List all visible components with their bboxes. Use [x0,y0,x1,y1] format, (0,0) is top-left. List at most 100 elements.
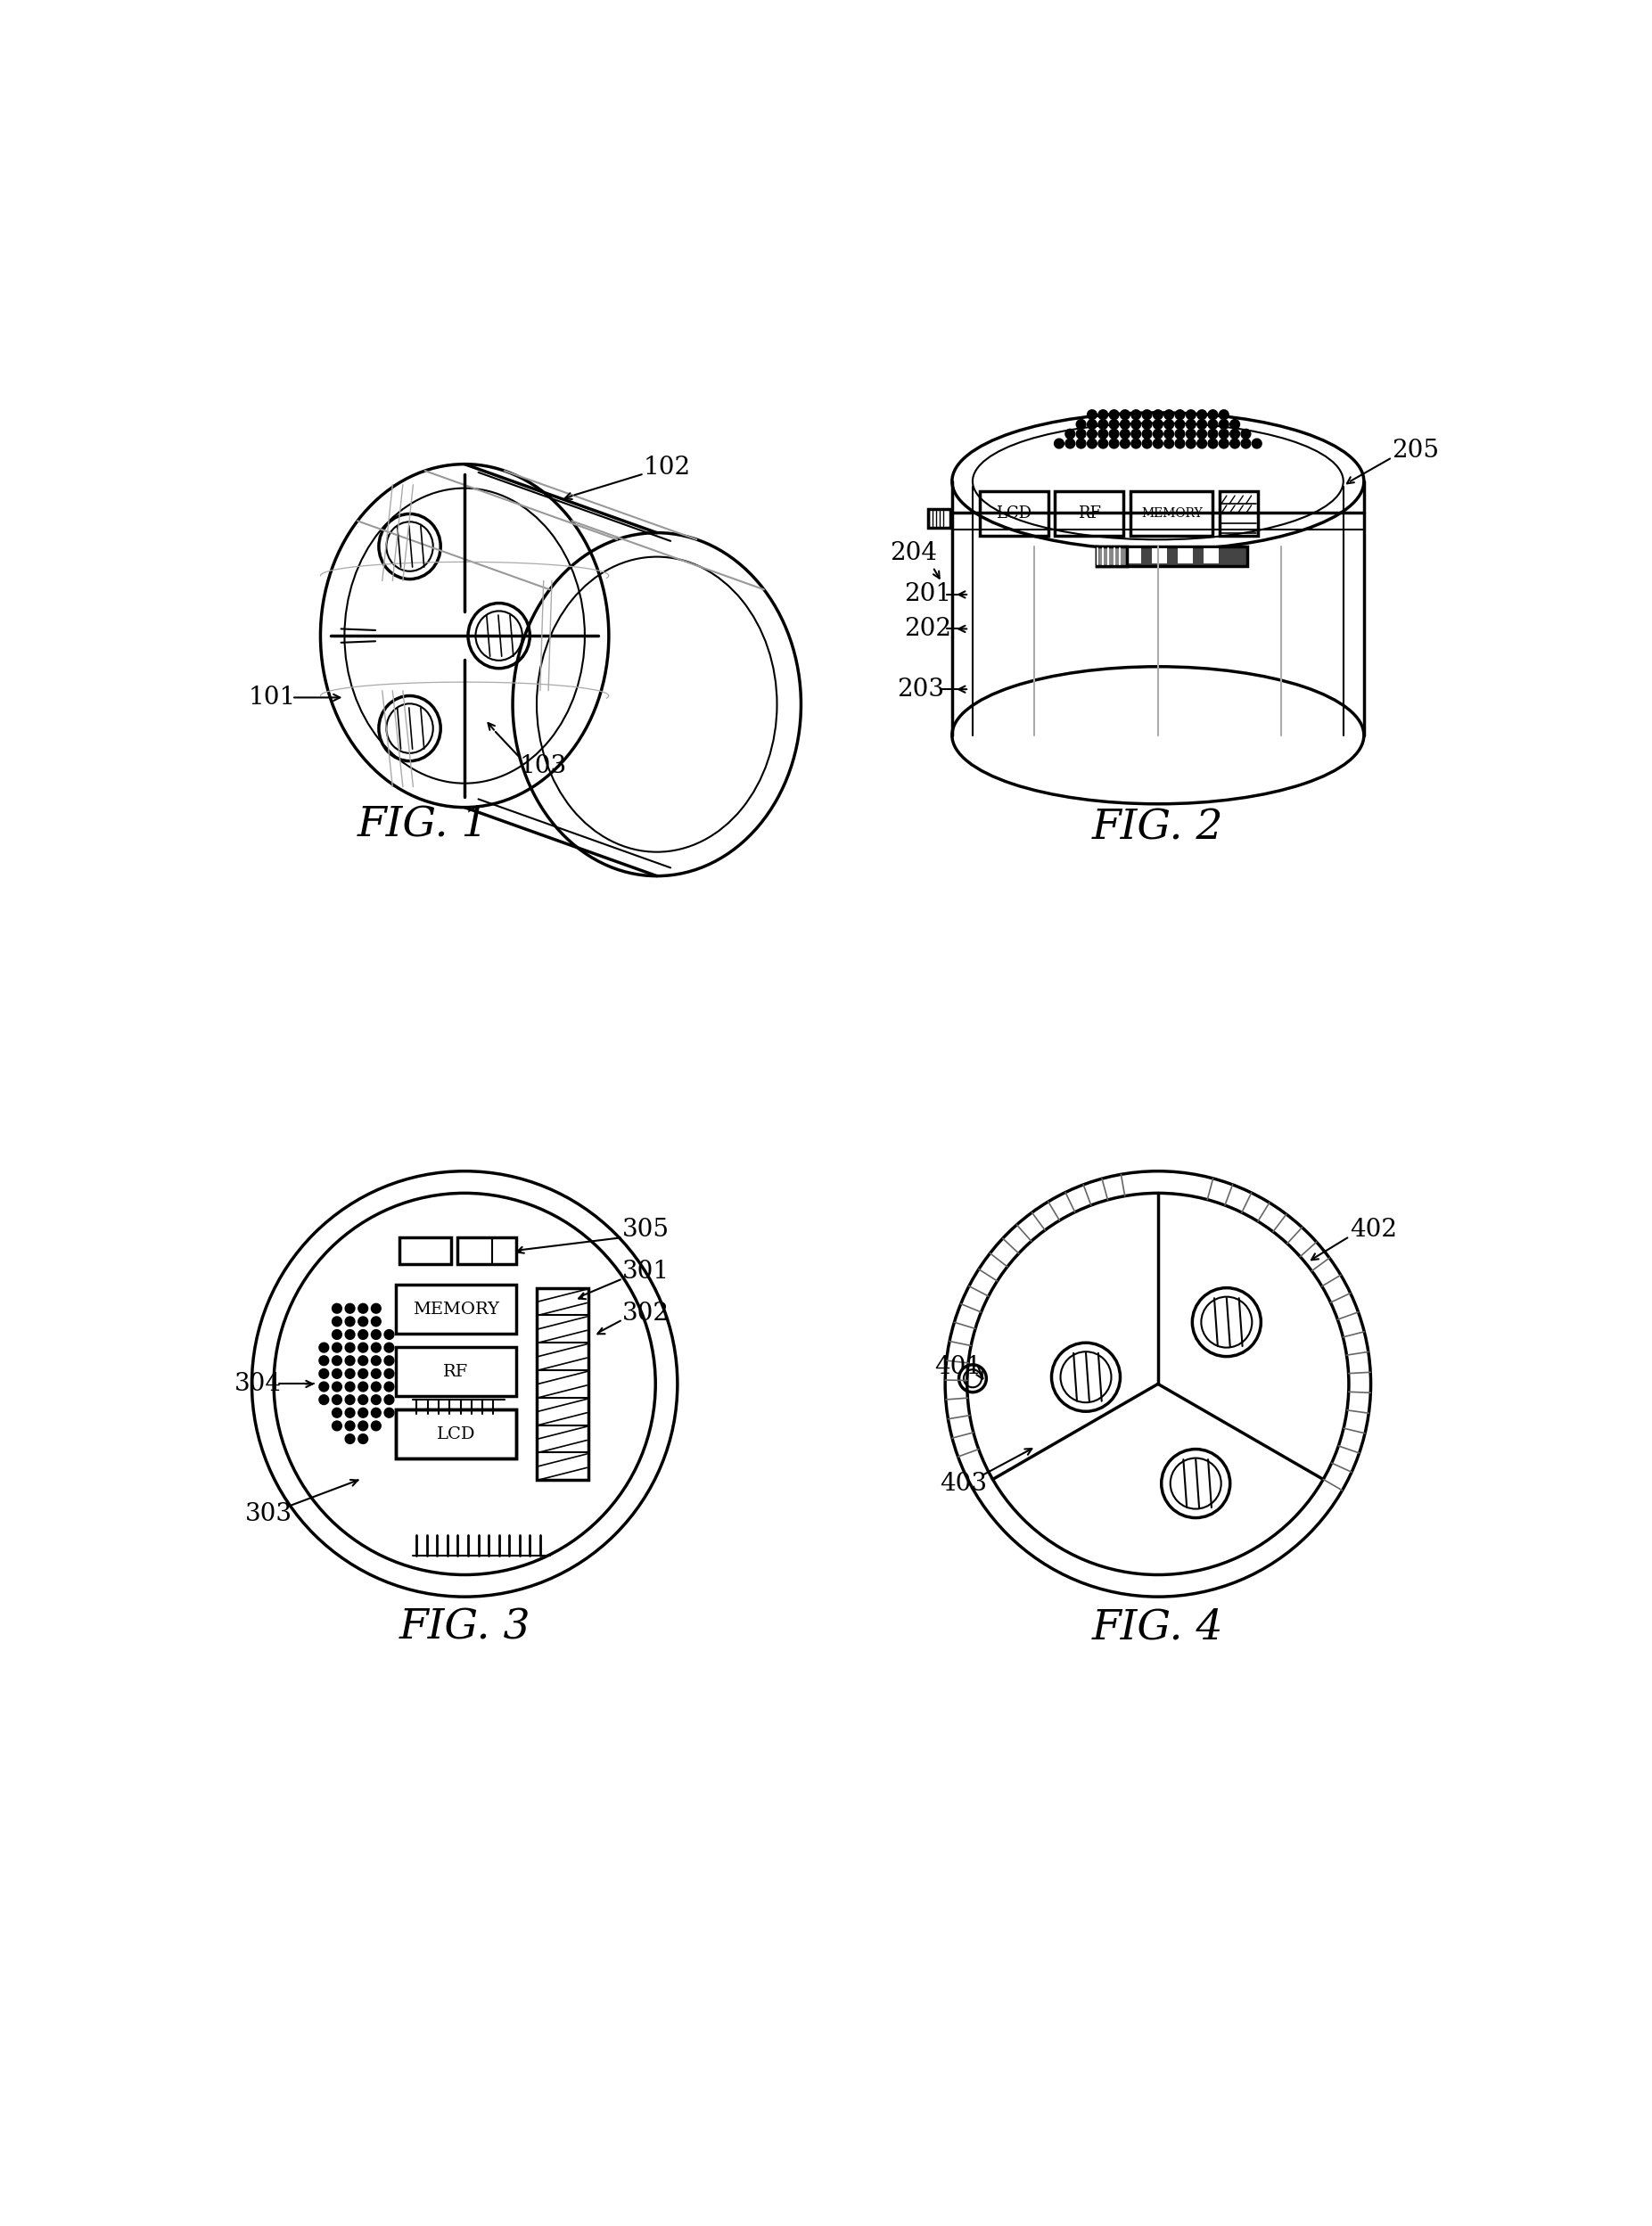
Circle shape [1120,430,1130,439]
Bar [1204,548,1219,563]
Text: FIG. 4: FIG. 4 [1092,1607,1224,1647]
Circle shape [319,1369,329,1378]
Text: 402: 402 [1350,1218,1398,1242]
Circle shape [1175,418,1184,430]
Circle shape [372,1329,382,1340]
Circle shape [1153,439,1163,447]
Circle shape [332,1382,342,1391]
Circle shape [1198,430,1206,439]
Text: 305: 305 [623,1218,669,1242]
Bar [396,1347,515,1396]
Bar [928,510,950,528]
Circle shape [332,1409,342,1418]
Circle shape [1066,430,1075,439]
Text: RF: RF [1077,505,1100,521]
Circle shape [1142,410,1151,418]
Circle shape [345,1420,355,1431]
Text: 205: 205 [1391,439,1439,463]
Text: LCD: LCD [996,505,1031,521]
Circle shape [332,1316,342,1327]
Circle shape [1120,410,1130,418]
Circle shape [372,1396,382,1405]
Text: 102: 102 [643,456,691,479]
Circle shape [1132,430,1142,439]
Circle shape [1219,410,1229,418]
Circle shape [385,1342,393,1353]
Circle shape [319,1382,329,1391]
Circle shape [1186,410,1196,418]
Circle shape [1208,410,1218,418]
Circle shape [345,1396,355,1405]
Circle shape [372,1356,382,1365]
Circle shape [358,1342,368,1353]
Circle shape [1165,418,1175,430]
Circle shape [385,1396,393,1405]
Text: 101: 101 [248,686,296,710]
Bar [537,1289,588,1480]
Text: 403: 403 [940,1471,986,1496]
Circle shape [372,1342,382,1353]
Circle shape [358,1396,368,1405]
Circle shape [319,1342,329,1353]
Circle shape [1108,430,1118,439]
Text: FIG. 2: FIG. 2 [1092,808,1224,848]
Circle shape [358,1434,368,1445]
Circle shape [332,1396,342,1405]
Text: 303: 303 [244,1503,292,1527]
Circle shape [385,1356,393,1365]
Text: FIG. 1: FIG. 1 [357,804,489,844]
Circle shape [332,1329,342,1340]
Circle shape [372,1409,382,1418]
Circle shape [358,1420,368,1431]
Circle shape [1132,410,1142,418]
Circle shape [345,1316,355,1327]
Circle shape [1087,418,1097,430]
Text: 204: 204 [890,541,937,565]
Circle shape [385,1369,393,1378]
Bar [1151,548,1166,563]
Circle shape [332,1342,342,1353]
Circle shape [1198,410,1206,418]
Circle shape [1219,439,1229,447]
Circle shape [1153,418,1163,430]
Circle shape [332,1369,342,1378]
Circle shape [1219,430,1229,439]
Circle shape [1054,439,1064,447]
Circle shape [358,1356,368,1365]
Circle shape [345,1382,355,1391]
Circle shape [1231,430,1239,439]
Text: 302: 302 [623,1302,669,1327]
Circle shape [1066,439,1075,447]
Circle shape [358,1304,368,1313]
Text: 304: 304 [235,1371,282,1396]
Circle shape [1165,430,1175,439]
Circle shape [358,1369,368,1378]
Text: MEMORY: MEMORY [413,1302,499,1318]
Circle shape [345,1342,355,1353]
Circle shape [1108,410,1118,418]
Circle shape [1142,418,1151,430]
Circle shape [1186,439,1196,447]
Circle shape [1099,430,1108,439]
Bar [1178,548,1193,563]
Circle shape [1231,439,1239,447]
Circle shape [332,1304,342,1313]
Bar [1056,492,1123,536]
Circle shape [372,1382,382,1391]
Circle shape [1241,430,1251,439]
Circle shape [1219,418,1229,430]
Circle shape [332,1356,342,1365]
Circle shape [358,1409,368,1418]
Circle shape [1108,418,1118,430]
Circle shape [372,1420,382,1431]
Circle shape [345,1434,355,1445]
Circle shape [1241,439,1251,447]
Circle shape [1165,439,1175,447]
Circle shape [372,1304,382,1313]
Bar [1097,548,1127,565]
Bar [1219,492,1257,536]
Circle shape [385,1382,393,1391]
Circle shape [1165,410,1175,418]
Circle shape [1087,430,1097,439]
Text: RF: RF [443,1365,469,1380]
